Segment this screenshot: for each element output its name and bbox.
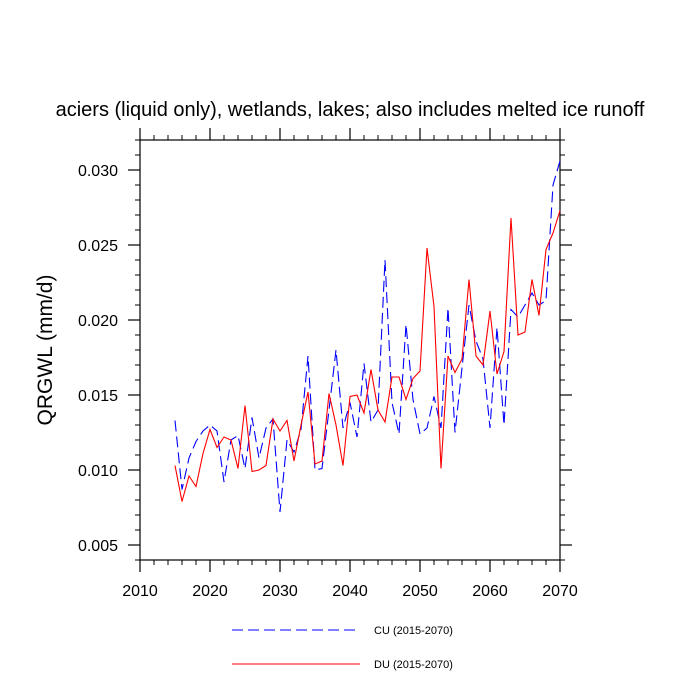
legend-label-cu: CU (2015-2070) [374,625,453,637]
legend: CU (2015-2070) DU (2015-2070) [232,625,453,671]
plot-frame [139,139,561,561]
y-tick-label: 0.005 [78,538,118,555]
legend-label-du: DU (2015-2070) [374,659,453,671]
axis-ticks [128,128,572,572]
x-tick-label: 2020 [192,583,228,600]
x-tick-label: 2060 [472,583,508,600]
x-tick-label: 2010 [122,583,158,600]
series-line-cu [174,160,561,513]
y-tick-label: 0.020 [78,313,118,330]
y-tick-label: 0.030 [78,163,118,180]
x-tick-label: 2040 [332,583,368,600]
y-tick-label: 0.015 [78,388,118,405]
series-group [174,160,561,513]
x-tick-label: 2070 [542,583,578,600]
y-tick-label: 0.025 [78,238,118,255]
x-tick-label: 2050 [402,583,438,600]
x-tick-label: 2030 [262,583,298,600]
x-tick-labels: 2010 2020 2030 2040 2050 2060 2070 [122,583,578,600]
y-tick-labels: 0.005 0.010 0.015 0.020 0.025 0.030 [78,163,118,555]
chart-title: aciers (liquid only), wetlands, lakes; a… [56,99,645,121]
y-tick-label: 0.010 [78,463,118,480]
y-axis-label: QRGWL (mm/d) [34,275,57,426]
series-line-du [174,210,561,502]
